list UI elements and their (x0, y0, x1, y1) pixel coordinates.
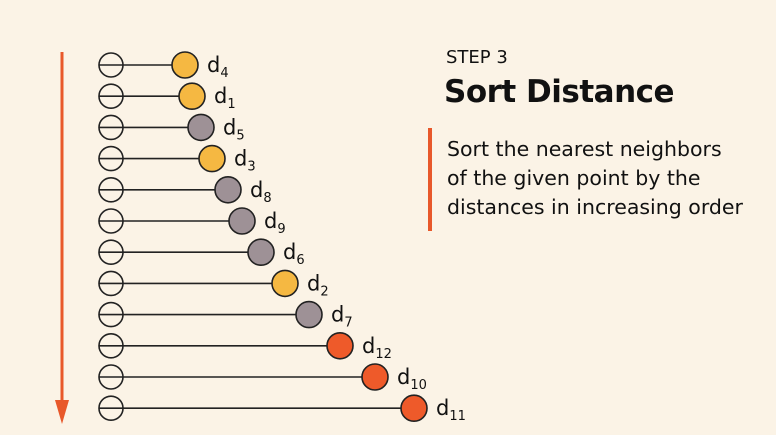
arrow-head (55, 400, 69, 424)
distance-label: d2 (307, 271, 329, 299)
distance-label: d1 (214, 84, 236, 112)
neighbor-point-yellow (198, 144, 226, 173)
distance-label-subscript: 2 (320, 284, 328, 299)
distance-label-subscript: 3 (247, 160, 255, 175)
description-text: Sort the nearest neighbors of the given … (447, 137, 743, 219)
distance-label-base: d (397, 365, 410, 389)
neighbor-row: d4 (98, 51, 229, 81)
distance-label-subscript: 6 (296, 253, 304, 268)
neighbor-point-orange (326, 331, 354, 360)
neighbor-point-gray (247, 238, 275, 266)
sort-direction-arrow (55, 52, 69, 424)
distance-label-base: d (223, 115, 236, 139)
neighbor-point-gray (214, 176, 242, 204)
neighbor-row: d6 (98, 238, 305, 268)
distance-label: d6 (283, 240, 305, 268)
distance-label-base: d (264, 209, 277, 233)
neighbor-point-gray (228, 207, 256, 235)
neighbor-row: d11 (98, 394, 466, 424)
distance-label-subscript: 5 (236, 128, 244, 143)
neighbor-point-gray (295, 300, 323, 329)
distance-label-base: d (307, 271, 320, 295)
neighbor-point-orange (361, 363, 389, 391)
neighbor-row: d7 (98, 300, 353, 331)
distance-label: d10 (397, 365, 427, 393)
neighbor-row: d12 (98, 331, 392, 362)
neighbor-point-orange (400, 394, 428, 423)
distance-label: d12 (362, 334, 392, 362)
distance-label-base: d (331, 303, 344, 327)
distance-label: d5 (223, 115, 245, 143)
neighbor-point-yellow (271, 269, 299, 298)
neighbor-row: d8 (98, 176, 272, 206)
distance-label-base: d (362, 334, 375, 358)
distance-label-subscript: 7 (344, 316, 352, 331)
accent-bar (428, 128, 432, 231)
step-label: STEP 3 (446, 47, 508, 68)
distance-label-base: d (207, 53, 220, 77)
distance-label-subscript: 9 (277, 222, 285, 237)
distance-label: d3 (234, 147, 256, 175)
distance-label-base: d (283, 240, 296, 264)
distance-label-base: d (250, 178, 263, 202)
page-title: Sort Distance (444, 74, 675, 110)
distance-label-subscript: 1 (227, 97, 235, 112)
distance-label-base: d (214, 84, 227, 108)
distance-label: d11 (436, 396, 466, 424)
distance-label-base: d (234, 147, 247, 171)
distance-label: d9 (264, 209, 286, 237)
distance-label: d4 (207, 53, 229, 81)
distance-label-subscript: 4 (220, 66, 228, 81)
neighbor-row: d3 (98, 144, 256, 175)
neighbor-row: d10 (98, 363, 427, 393)
distance-label-base: d (436, 396, 449, 420)
neighbor-point-yellow (178, 82, 206, 110)
neighbor-point-gray (187, 113, 215, 142)
distance-label-subscript: 11 (449, 409, 466, 424)
neighbor-row: d5 (98, 113, 245, 143)
distance-label: d8 (250, 178, 272, 206)
distance-label: d7 (331, 303, 353, 331)
neighbor-point-yellow (171, 51, 199, 79)
distance-label-subscript: 12 (375, 347, 392, 362)
distance-label-subscript: 8 (263, 191, 271, 206)
neighbor-row: d2 (98, 269, 329, 299)
neighbor-row: d1 (98, 82, 236, 112)
neighbor-row: d9 (98, 207, 286, 237)
distance-label-subscript: 10 (410, 378, 427, 393)
